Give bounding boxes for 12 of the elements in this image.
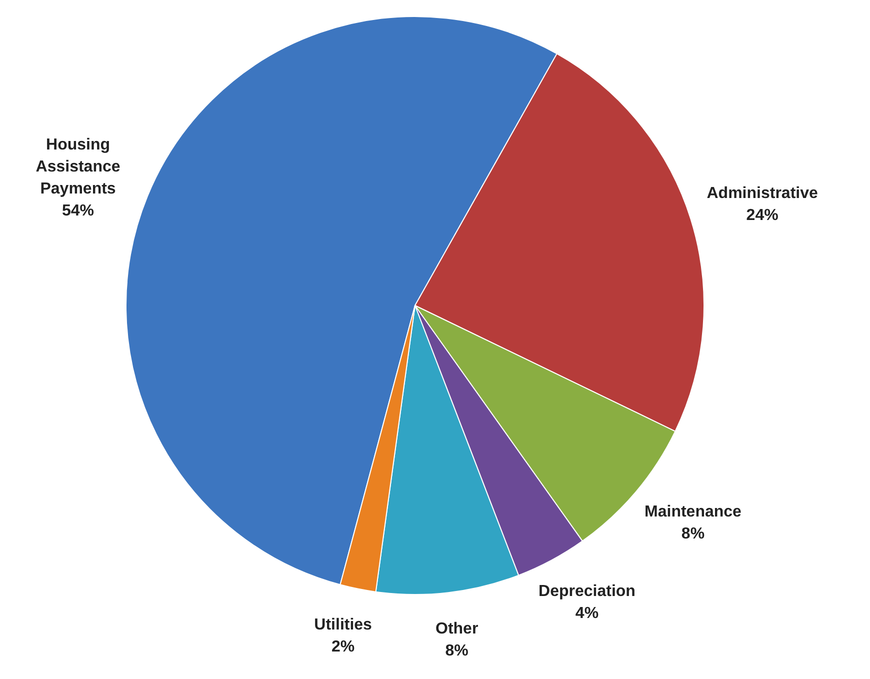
- data-label: 4%: [575, 604, 599, 622]
- data-label: 8%: [681, 525, 705, 542]
- slice-label: Housing Assistance Payments: [36, 136, 120, 198]
- data-label: 54%: [62, 202, 94, 220]
- slice-label: Administrative: [706, 185, 818, 202]
- slice-label: Utilities: [314, 616, 372, 634]
- data-label: 2%: [332, 638, 355, 656]
- data-label: 24%: [746, 207, 778, 224]
- slice-label: Maintenance: [644, 503, 742, 520]
- slice-label: Other: [435, 620, 478, 638]
- data-label: 8%: [445, 642, 468, 660]
- slice-label: Depreciation: [538, 582, 636, 600]
